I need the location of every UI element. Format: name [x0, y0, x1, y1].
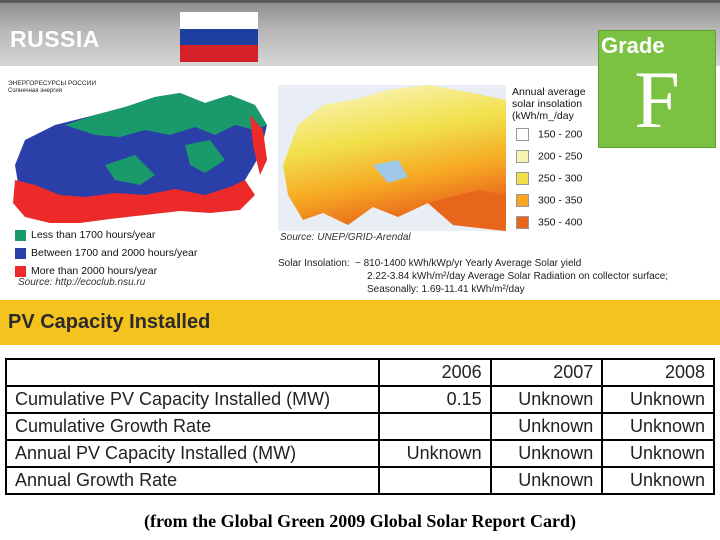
header-cell: 2008	[601, 358, 715, 387]
table-row: Cumulative PV Capacity Installed (MW) 0.1…	[5, 385, 715, 414]
grade-box: Grade F	[598, 30, 716, 148]
table-cell: Unknown	[489, 466, 604, 495]
legend-item: 150 - 200	[512, 128, 586, 150]
table-cell: Unknown	[489, 439, 604, 468]
legend-item: Less than 1700 hours/year	[15, 229, 197, 247]
insolation-label: Solar Insolation:	[278, 258, 350, 269]
insolation-line: ~ 810-1400 kWh/kWp/yr Yearly Average Sol…	[355, 258, 582, 269]
table-cell: Unknown	[601, 439, 715, 468]
header-cell	[5, 358, 380, 387]
legend-items: 150 - 200 200 - 250 250 - 300 300 - 350 350 …	[512, 128, 586, 238]
table-cell: Unknown	[601, 412, 715, 441]
table-cell: Unknown	[601, 466, 715, 495]
table-cell: Unknown	[601, 385, 715, 414]
header-row: 2006 2007 2008	[5, 358, 715, 387]
header-cell: 2006	[378, 358, 492, 387]
table-cell: Unknown	[489, 385, 604, 414]
table-row: Annual PV Capacity Installed (MW) Unknown…	[5, 439, 715, 468]
table-cell	[378, 412, 492, 441]
country-name: RUSSIA	[10, 26, 100, 52]
legend-item: More than 2000 hours/year	[15, 265, 197, 281]
legend-swatch	[516, 216, 529, 229]
legend-label: 150 - 200	[538, 128, 583, 141]
map-title: ЭНЕРГОРЕСУРСЫ РОССИИ	[8, 80, 97, 87]
table-cell: Unknown	[378, 439, 492, 468]
section-title: PV Capacity Installed	[8, 311, 211, 333]
legend-swatch	[516, 128, 529, 141]
section-bar: PV Capacity Installed	[0, 300, 720, 345]
row-label: Annual Growth Rate	[5, 466, 380, 495]
insolation-line: Seasonally: 1.69-11.41 kWh/m²/day	[367, 284, 525, 295]
legend-item: 300 - 350	[512, 194, 586, 216]
legend-title: solar insolation	[512, 98, 583, 110]
right-legend: Annual average solar insolation (kWh/m_/…	[512, 86, 586, 238]
source: Source: http://ecoclub.nsu.ru	[18, 277, 146, 288]
legend-label: 350 - 400	[538, 216, 583, 229]
grade-letter: F	[634, 54, 680, 145]
source: Source: UNEP/GRID-Arendal	[280, 232, 411, 243]
row-label: Cumulative PV Capacity Installed (MW)	[5, 385, 380, 414]
insolation-line: 2.22-3.84 kWh/m²/day Average Solar Radia…	[367, 271, 669, 282]
table-cell: 0.15	[378, 385, 492, 414]
header-cell: 2007	[489, 358, 604, 387]
legend-item: 200 - 250	[512, 150, 586, 172]
left-legend: Less than 1700 hours/year Between 1700 a…	[15, 229, 197, 281]
row-label: Cumulative Growth Rate	[5, 412, 380, 441]
legend-swatch	[516, 172, 529, 185]
legend-swatch	[15, 247, 26, 259]
map-subtitle: Солнечная энергия	[8, 88, 63, 94]
legend-label: 300 - 350	[538, 194, 583, 207]
legend-swatch	[15, 265, 26, 277]
grade-label: Grade	[601, 33, 665, 58]
legend-item: Between 1700 and 2000 hours/year	[15, 247, 197, 265]
legend-label: 250 - 300	[538, 172, 583, 185]
legend-label: Between 1700 and 2000 hours/year	[31, 247, 198, 259]
flag	[180, 12, 258, 62]
europe-map	[278, 85, 506, 231]
table-cell	[378, 466, 492, 495]
row-label: Annual PV Capacity Installed (MW)	[5, 439, 380, 468]
legend-label: Less than 1700 hours/year	[31, 229, 156, 241]
legend-title: Annual average	[512, 86, 586, 98]
table-row: Cumulative Growth Rate Unknown Unknown	[5, 412, 715, 441]
legend-label: 200 - 250	[538, 150, 583, 163]
russia-map	[13, 93, 267, 223]
table-row: Annual Growth Rate Unknown Unknown	[5, 466, 715, 495]
legend-swatch	[516, 194, 529, 207]
legend-swatch	[15, 229, 26, 241]
legend-item: 250 - 300	[512, 172, 586, 194]
legend-item: 350 - 400	[512, 216, 586, 238]
legend-swatch	[516, 150, 529, 163]
capacity-table: 2006 2007 2008 Cumulative PV Capacity Insta…	[5, 358, 715, 495]
caption: (from the Global Green 2009 Global Solar…	[144, 511, 576, 531]
table-cell: Unknown	[489, 412, 604, 441]
legend-title: (kWh/m_/day	[512, 110, 574, 122]
legend-label: More than 2000 hours/year	[31, 265, 158, 277]
